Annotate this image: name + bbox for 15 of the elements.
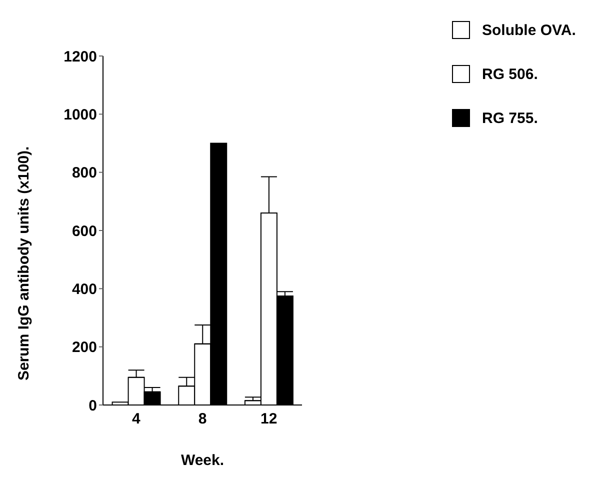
y-tick-label: 400 — [72, 280, 97, 298]
legend-label: RG 755. — [482, 110, 538, 126]
y-tick-label: 0 — [88, 397, 97, 414]
x-tick-label: 8 — [198, 410, 207, 428]
x-tick-label: 4 — [132, 410, 141, 428]
y-tick-label: 1000 — [64, 106, 97, 124]
y-tick-label: 800 — [72, 164, 97, 182]
y-tick-label: 200 — [72, 339, 97, 356]
legend-label: Soluble OVA. — [482, 22, 576, 38]
x-tick-label: 12 — [260, 410, 278, 428]
legend-label: RG 506. — [482, 66, 538, 82]
y-axis-title: Serum IgG antibody units (x100). — [15, 146, 32, 380]
x-axis-title: Week. — [180, 452, 224, 469]
y-tick-label: 600 — [72, 222, 97, 240]
y-tick-label: 1200 — [64, 48, 97, 66]
